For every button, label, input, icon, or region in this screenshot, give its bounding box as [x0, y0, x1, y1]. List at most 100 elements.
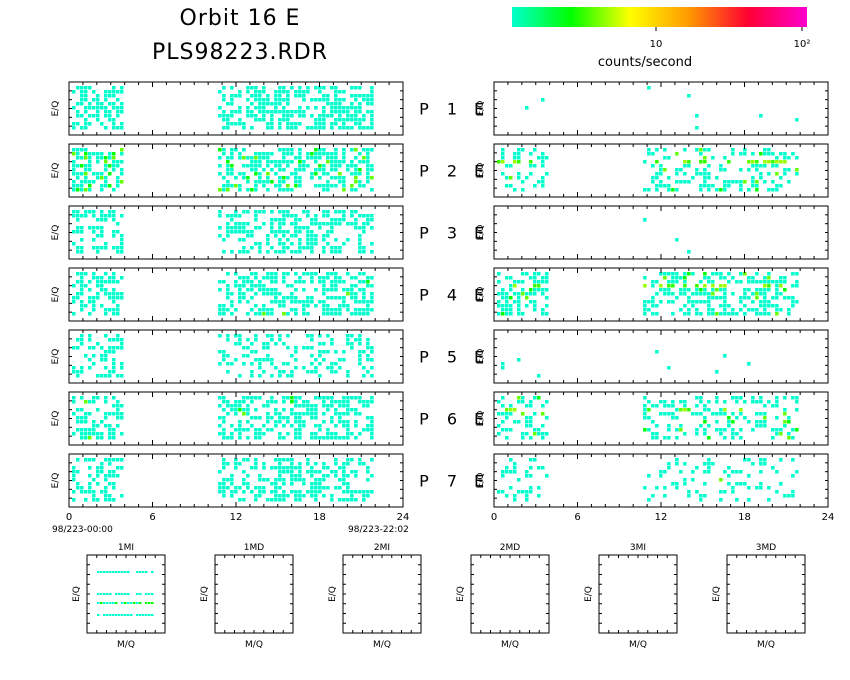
data-cell — [282, 478, 286, 482]
data-cell — [342, 152, 346, 156]
data-cell — [250, 188, 254, 192]
data-cell — [274, 184, 278, 188]
mq-data-cell — [118, 593, 121, 595]
data-cell — [290, 474, 294, 478]
data-cell — [84, 180, 88, 184]
data-cell — [96, 474, 100, 478]
data-cell — [258, 432, 262, 436]
data-cell — [84, 152, 88, 156]
data-cell — [314, 436, 318, 440]
data-cell — [104, 412, 108, 416]
data-cell — [290, 308, 294, 312]
data-cell — [310, 238, 314, 242]
data-cell — [294, 214, 298, 218]
mq-data-cell — [121, 602, 124, 604]
data-cell — [334, 218, 338, 222]
data-cell — [290, 396, 294, 400]
data-cell — [338, 126, 342, 130]
data-cell — [755, 272, 759, 276]
data-cell — [647, 428, 651, 432]
mq-data-cell — [133, 602, 136, 604]
data-cell — [326, 396, 330, 400]
data-cell — [302, 288, 306, 292]
data-cell — [683, 148, 687, 152]
data-cell — [322, 462, 326, 466]
data-cell — [230, 172, 234, 176]
data-cell — [266, 180, 270, 184]
data-cell — [238, 118, 242, 122]
data-cell — [497, 312, 501, 316]
data-cell — [647, 474, 651, 478]
data-cell — [342, 358, 346, 362]
mq-data-cell — [103, 571, 106, 573]
data-cell — [338, 412, 342, 416]
data-cell — [715, 370, 719, 374]
data-cell — [278, 494, 282, 498]
data-cell — [112, 458, 116, 462]
data-cell — [88, 280, 92, 284]
data-cell — [743, 304, 747, 308]
data-cell — [226, 354, 230, 358]
data-cell — [294, 234, 298, 238]
data-cell — [96, 408, 100, 412]
data-cell — [298, 148, 302, 152]
data-cell — [755, 288, 759, 292]
mq-panel-xlabel: M/Q — [117, 640, 135, 650]
data-cell — [743, 292, 747, 296]
data-cell — [505, 416, 509, 420]
data-cell — [513, 462, 517, 466]
data-cell — [242, 408, 246, 412]
data-cell — [683, 276, 687, 280]
data-cell — [120, 126, 124, 130]
data-cell — [354, 338, 358, 342]
data-cell — [254, 350, 258, 354]
data-cell — [338, 486, 342, 490]
data-cell — [703, 292, 707, 296]
data-cell — [338, 280, 342, 284]
data-cell — [529, 292, 533, 296]
data-cell — [258, 164, 262, 168]
data-cell — [505, 308, 509, 312]
data-cell — [80, 292, 84, 296]
data-cell — [286, 148, 290, 152]
data-cell — [72, 106, 76, 110]
data-cell — [322, 246, 326, 250]
data-cell — [266, 342, 270, 346]
data-cell — [92, 246, 96, 250]
data-cell — [342, 412, 346, 416]
data-cell — [238, 296, 242, 300]
data-cell — [501, 404, 505, 408]
data-cell — [266, 176, 270, 180]
data-cell — [290, 214, 294, 218]
data-cell — [338, 250, 342, 254]
data-cell — [370, 296, 374, 300]
data-cell — [278, 110, 282, 114]
data-cell — [659, 300, 663, 304]
data-cell — [322, 358, 326, 362]
data-cell — [96, 226, 100, 230]
data-cell — [723, 354, 727, 358]
data-cell — [334, 400, 338, 404]
data-cell — [334, 94, 338, 98]
data-cell — [763, 416, 767, 420]
data-cell — [342, 304, 346, 308]
data-cell — [238, 400, 242, 404]
data-cell — [92, 276, 96, 280]
data-cell — [322, 98, 326, 102]
data-cell — [795, 428, 799, 432]
data-cell — [222, 184, 226, 188]
data-cell — [100, 246, 104, 250]
mq-data-cell — [151, 593, 154, 595]
data-cell — [743, 312, 747, 316]
data-cell — [509, 296, 513, 300]
data-cell — [306, 346, 310, 350]
data-cell — [238, 486, 242, 490]
data-cell — [72, 148, 76, 152]
data-cell — [234, 400, 238, 404]
data-cell — [517, 400, 521, 404]
data-cell — [651, 284, 655, 288]
data-cell — [723, 184, 727, 188]
data-cell — [96, 102, 100, 106]
data-cell — [250, 396, 254, 400]
data-cell — [322, 106, 326, 110]
